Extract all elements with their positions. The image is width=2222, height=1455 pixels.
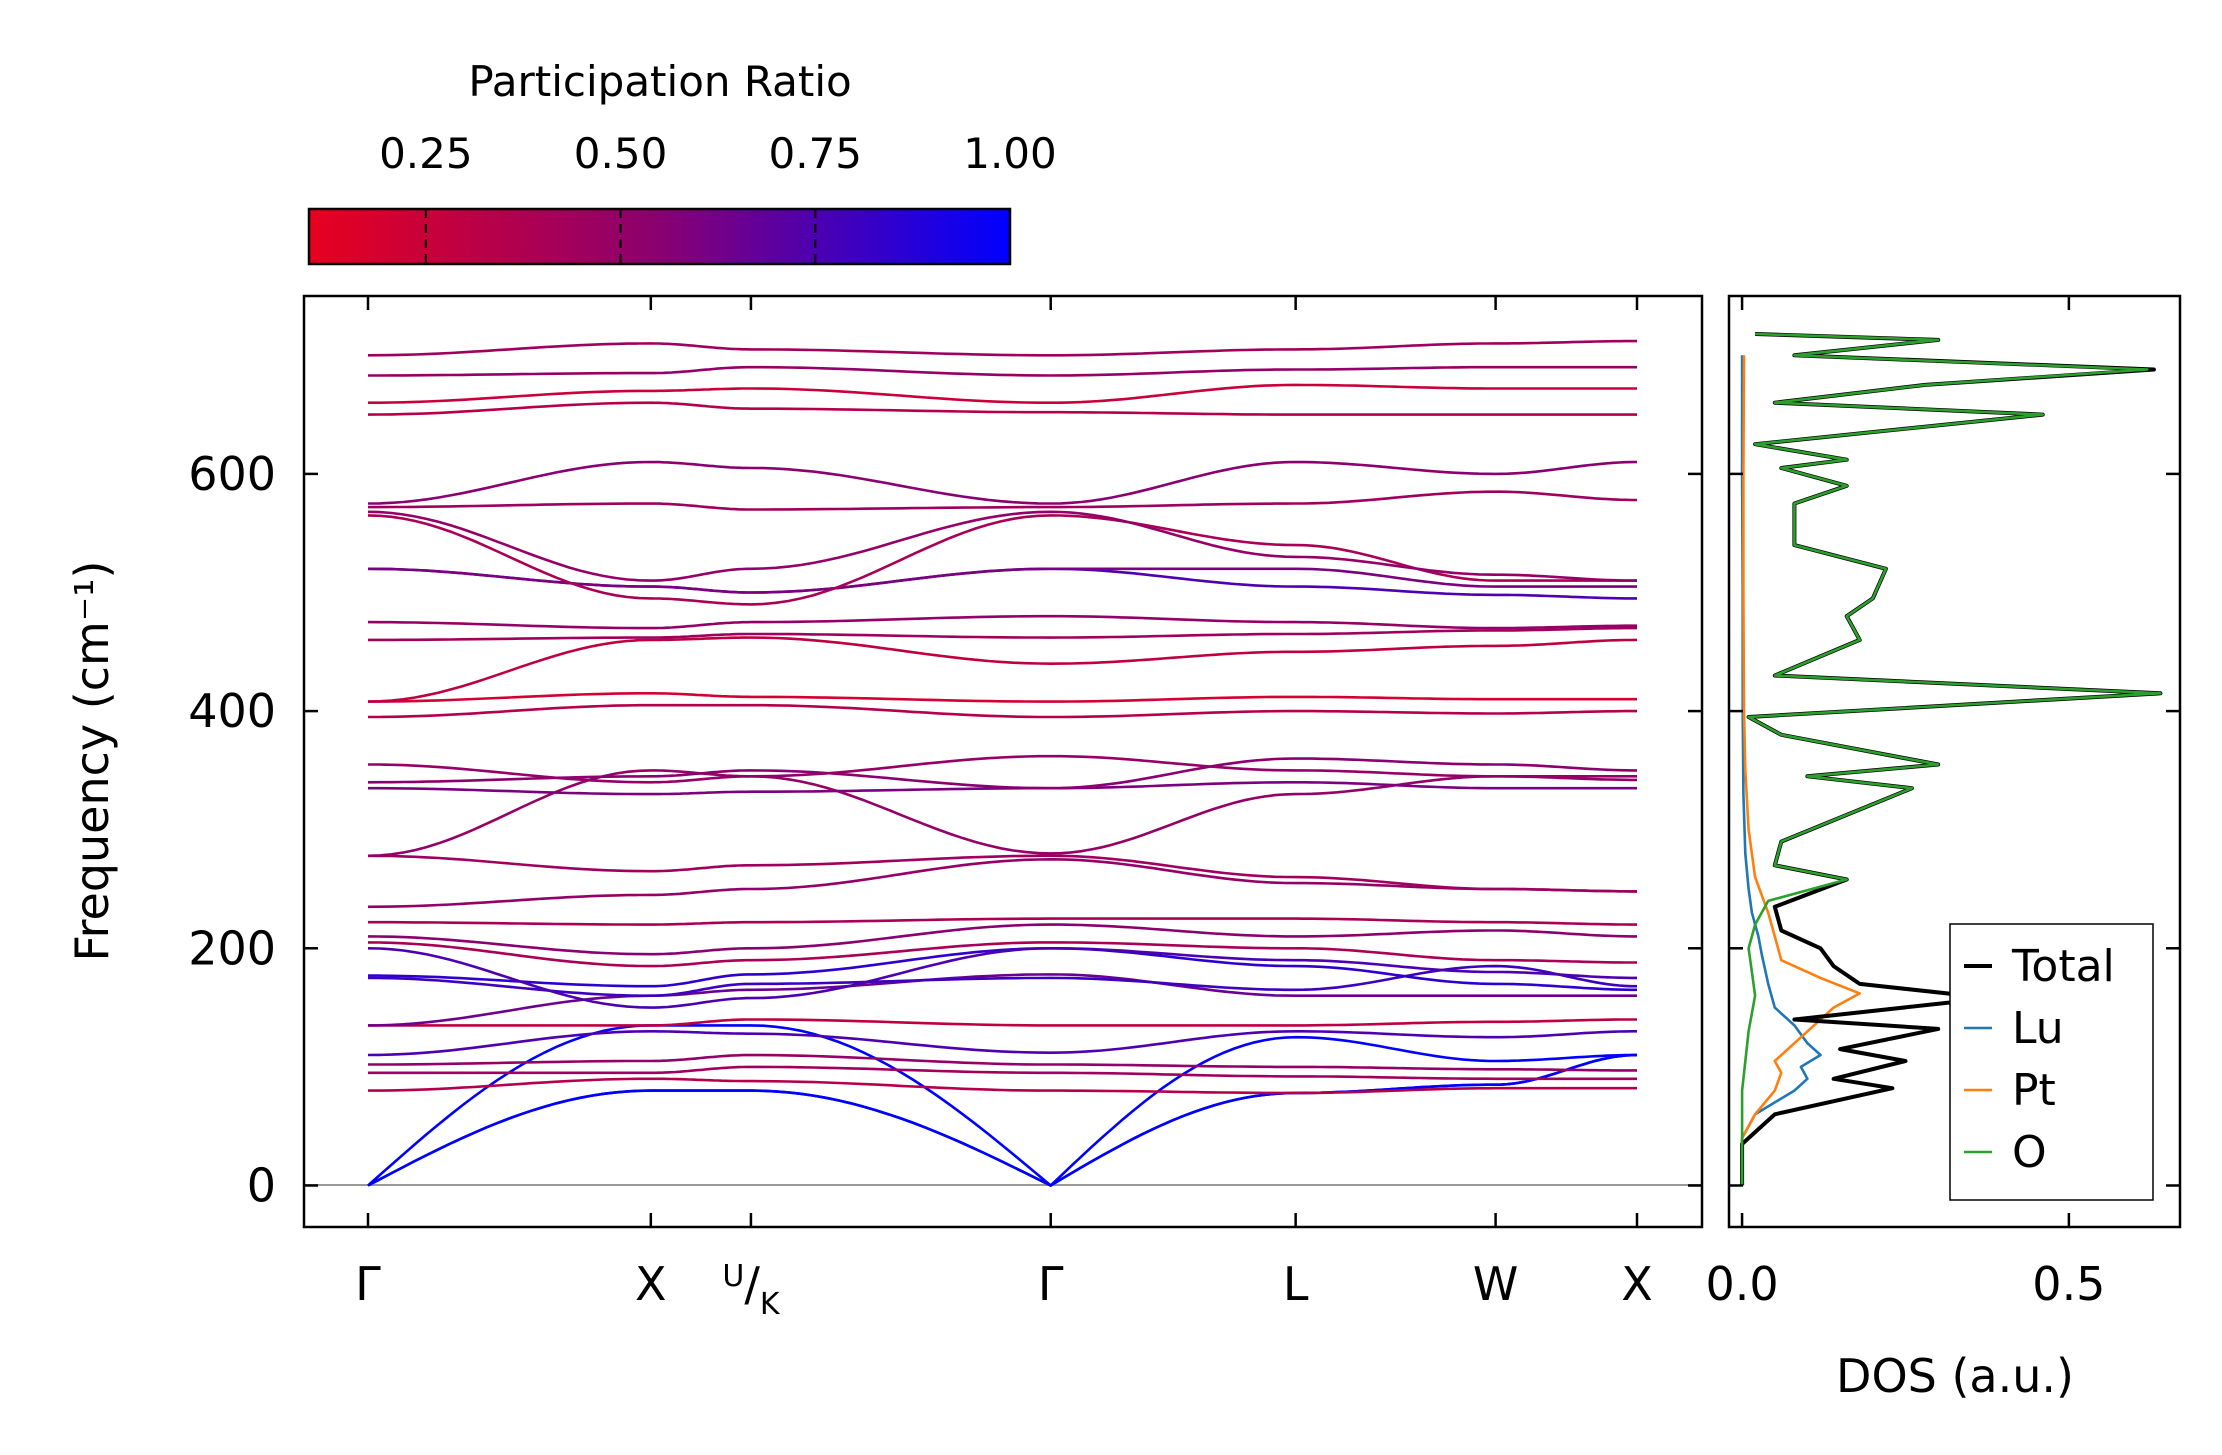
- band-structure-panel: 0 200 400 600 Γ X U/K Γ L W X Frequency (cm⁻¹): [65, 294, 1704, 1322]
- phonon-branch: [368, 1053, 1637, 1072]
- dos-axis-label: DOS (a.u.): [1836, 1349, 2074, 1403]
- phonon-branch: [367, 757, 1637, 790]
- phonon-branch: [367, 460, 1638, 505]
- colorbar-tick-label: 0.75: [769, 129, 863, 178]
- colorbar-tick-label: 0.25: [379, 129, 473, 178]
- phonon-branch: [367, 854, 1637, 893]
- phonon-branches: [367, 339, 1638, 1188]
- legend-box: [1949, 923, 2154, 1201]
- dos-tick-label: 0.5: [2032, 1257, 2105, 1311]
- phonon-branch: [368, 490, 1637, 511]
- phonon-branch: [367, 401, 1637, 416]
- phonon-branch: [367, 339, 1637, 357]
- k-tick-label: L: [1283, 1257, 1309, 1311]
- dos-curve-lu: [1740, 355, 1822, 1186]
- kpath-axis: Γ X U/K Γ L W X: [355, 296, 1653, 1322]
- y-tick-label: 600: [188, 447, 276, 501]
- legend: Total Lu Pt O: [1949, 923, 2154, 1201]
- phonon-branch: [367, 941, 1637, 968]
- legend-label-o: O: [2012, 1127, 2047, 1178]
- dos-frame: [1727, 294, 2182, 1229]
- colorbar-tick-label: 0.50: [574, 129, 668, 178]
- colorbar-tick-label: 1.00: [963, 129, 1057, 178]
- dos-axis: 0.0 0.5: [1705, 296, 2105, 1311]
- phonon-branch: [367, 1053, 1638, 1187]
- k-tick-label: X: [1621, 1257, 1653, 1311]
- phonon-branch: [367, 614, 1637, 630]
- phonon-branch: [368, 1077, 1637, 1095]
- phonon-branch: [367, 769, 1637, 858]
- dos-curves: [1740, 332, 2163, 1186]
- legend-label-lu: Lu: [2012, 1003, 2064, 1054]
- phonon-branch: [367, 567, 1637, 594]
- frequency-axis: 0 200 400 600: [188, 447, 1702, 1212]
- phonon-branch: [368, 383, 1637, 404]
- phonon-branch: [368, 917, 1637, 926]
- frequency-axis-label: Frequency (cm⁻¹): [65, 561, 119, 962]
- phonon-branch: [368, 754, 1637, 784]
- band-frame: [302, 294, 1704, 1229]
- colorbar-gradient: [307, 207, 1012, 266]
- y-tick-label: 200: [188, 921, 276, 975]
- dos-curve-pt: [1740, 355, 1861, 1186]
- phonon-branch: [368, 626, 1637, 642]
- k-tick-label: Γ: [1038, 1257, 1064, 1311]
- phonon-branch: [367, 964, 1637, 997]
- dos-curve-o: [1740, 332, 2162, 1186]
- colorbar-ticks: 0.25 0.50 0.75 1.00: [379, 129, 1057, 264]
- y-tick-label: 0: [247, 1158, 276, 1212]
- phonon-branch: [368, 703, 1637, 719]
- y-tick-label: 400: [188, 684, 276, 738]
- colorbar-title: Participation Ratio: [468, 57, 851, 106]
- phonon-branch: [368, 692, 1637, 703]
- k-tick-label: X: [635, 1257, 667, 1311]
- phonon-branch: [368, 1018, 1637, 1027]
- phonon-branch: [367, 1030, 1637, 1057]
- phonon-branch: [367, 514, 1637, 606]
- colorbar: Participation Ratio 0.25 0.50 0.75 1.00: [307, 57, 1057, 266]
- legend-label-total: Total: [2011, 941, 2115, 992]
- legend-label-pt: Pt: [2012, 1065, 2056, 1116]
- dos-frequency-ticks: [1729, 472, 2180, 1187]
- dos-tick-label: 0.0: [1705, 1257, 1778, 1311]
- phonon-branch: [368, 1065, 1637, 1081]
- phonon-branch: [367, 636, 1638, 703]
- k-tick-label: U/K: [722, 1257, 780, 1322]
- dos-panel: 0.0 0.5 DOS (a.u.) Total Lu Pt O: [1705, 294, 2182, 1403]
- phonon-branch: [367, 510, 1637, 582]
- phonon-branch: [367, 923, 1637, 956]
- k-tick-label: W: [1473, 1257, 1518, 1311]
- phonon-branch: [368, 365, 1637, 377]
- phonon-branch: [367, 947, 1637, 1009]
- phonon-branch: [367, 1053, 1638, 1187]
- k-tick-label: Γ: [355, 1257, 381, 1311]
